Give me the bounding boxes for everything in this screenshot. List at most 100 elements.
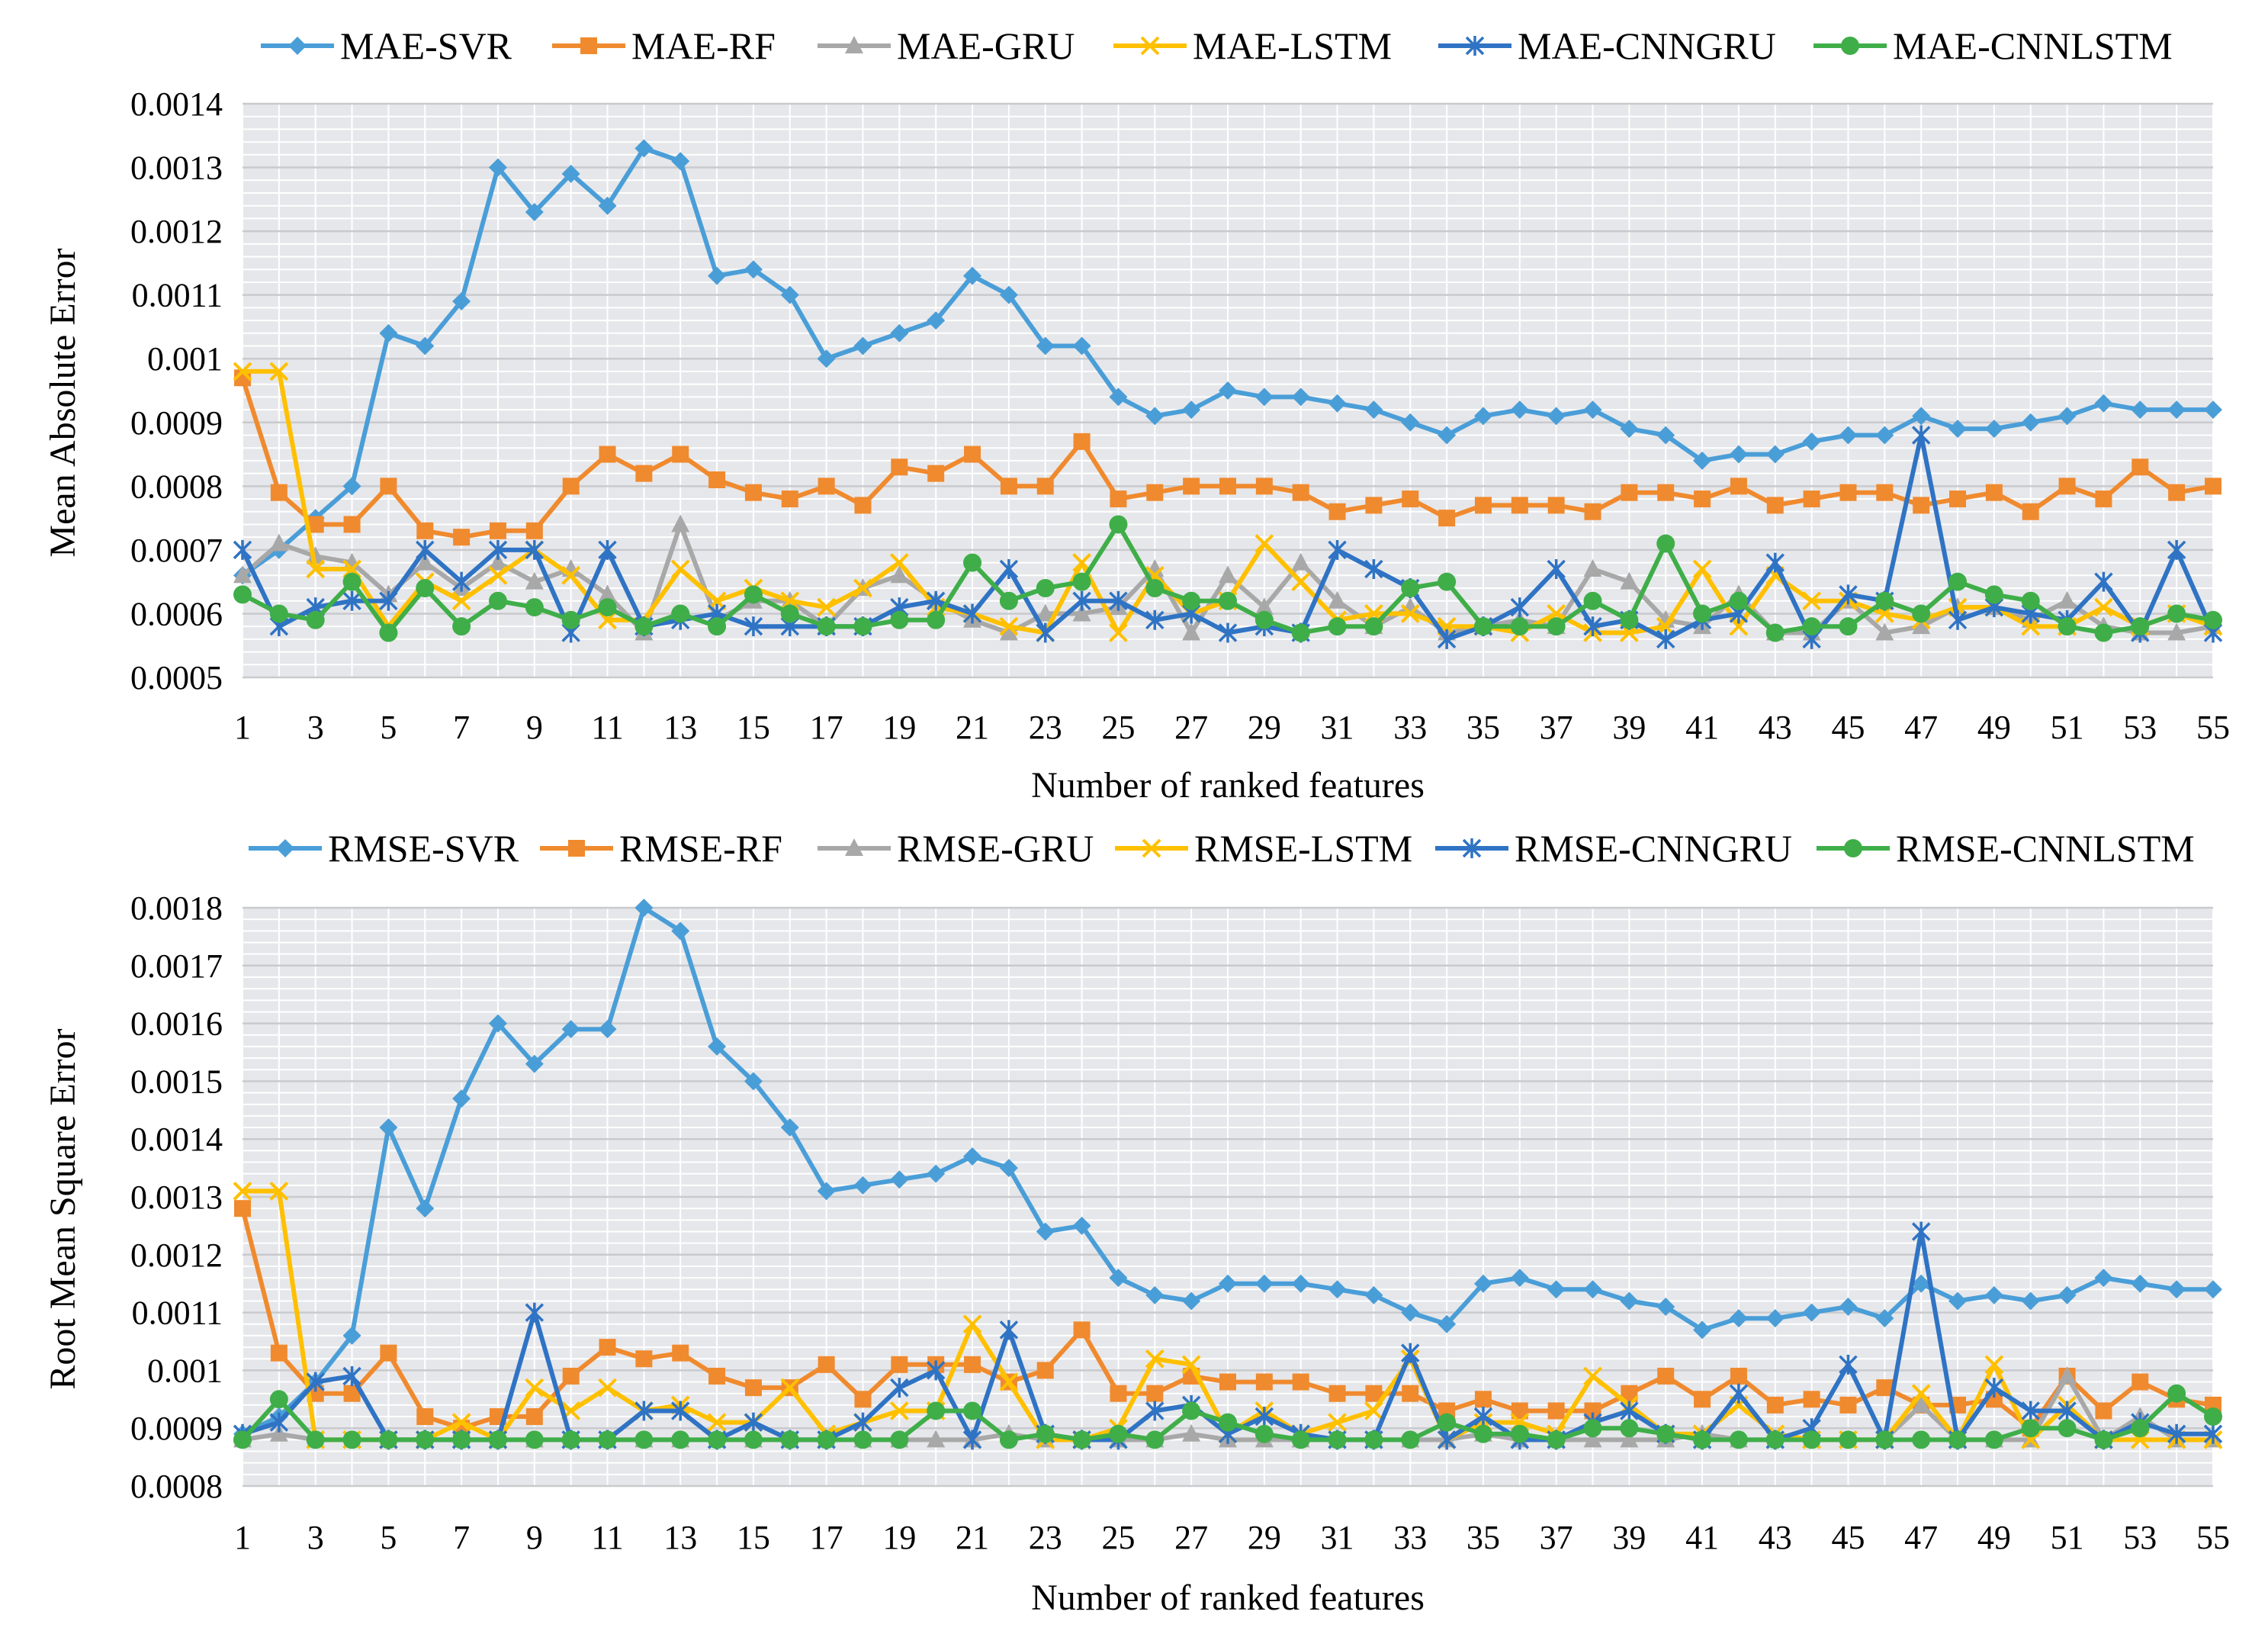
data-point-mae-svr [1693,451,1712,470]
data-point-mae-svr [1219,381,1237,400]
data-point-mae-svr [1401,413,1420,432]
data-point-rmse-cnngru [1473,1407,1493,1427]
legend-swatch-marker [1841,37,1859,55]
mae-x-tick-label: 23 [1029,709,1062,746]
data-point-mae-rf [1730,478,1747,495]
series-mae-cnnlstm [233,515,2222,642]
data-point-rmse-cnnlstm [708,1430,727,1449]
mae-y-tick-label: 0.001 [147,340,223,378]
data-point-mae-rf [1985,484,2003,501]
data-point-rmse-cnngru [744,1412,763,1433]
mae-x-tick-label: 7 [453,709,470,746]
mae-y-tick-label: 0.0005 [130,659,223,696]
data-point-mae-rf [1255,478,1273,495]
rmse-x-tick-label: 33 [1393,1519,1427,1556]
data-point-mae-svr [379,323,398,343]
data-point-rmse-cnngru [1401,1343,1420,1363]
data-point-rmse-cnnlstm [1912,1430,1931,1449]
data-point-rmse-rf [1474,1391,1492,1408]
data-point-mae-cnngru [1109,590,1128,611]
data-point-rmse-cnnlstm [561,1430,580,1449]
rmse-y-tick-label: 0.0014 [130,1121,223,1158]
data-point-rmse-svr [1438,1314,1457,1333]
data-point-mae-cnnlstm [1510,617,1529,636]
data-point-rmse-svr [1254,1274,1274,1293]
data-point-rmse-lstm [999,1372,1019,1391]
data-point-rmse-rf [744,1379,762,1397]
data-point-mae-svr [1072,336,1091,355]
data-point-mae-rf [1657,484,1675,501]
data-point-mae-lstm [999,616,1019,636]
data-point-mae-cnngru [1072,590,1091,611]
data-point-mae-svr [561,164,580,183]
mae-y-tick-label: 0.0009 [130,404,223,442]
data-point-rmse-cnnlstm [1145,1430,1165,1449]
rmse-y-tick-label: 0.0013 [130,1179,223,1216]
data-point-mae-svr [488,158,507,177]
data-point-mae-cnngru [233,539,252,560]
data-point-rmse-svr [525,1054,544,1073]
data-point-mae-gru [1182,622,1201,641]
rmse-y-tick-label: 0.0017 [130,947,223,985]
data-point-mae-svr [1328,394,1347,413]
data-point-mae-cnnlstm [379,623,398,642]
data-point-mae-cnnlstm [1254,610,1274,629]
data-point-mae-gru [1875,622,1894,641]
rmse-x-tick-label: 19 [882,1519,916,1556]
data-point-rmse-cnngru [670,1401,690,1421]
mae-x-tick-label: 49 [1977,709,2011,746]
legend-item-mae-lstm: MAE-LSTM [1113,24,1392,67]
legend-item-rmse-cnngru: RMSE-CNNGRU [1435,827,1792,870]
data-point-rmse-rf [380,1344,397,1362]
data-point-rmse-svr [2167,1280,2186,1299]
data-point-rmse-svr [561,1020,580,1039]
data-point-mae-cnnlstm [306,610,325,629]
data-point-mae-cnnlstm [1036,579,1055,598]
data-point-rmse-cnnlstm [1182,1401,1201,1420]
data-point-rmse-rf [1036,1362,1054,1379]
data-point-mae-svr [1438,426,1457,445]
data-point-mae-svr [927,311,946,330]
data-point-mae-lstm [306,559,326,579]
data-point-rmse-cnnlstm [1364,1430,1383,1449]
data-point-rmse-gru [1620,1430,1639,1448]
data-point-rmse-svr [744,1072,763,1091]
data-point-rmse-cnnlstm [1547,1430,1566,1449]
data-point-rmse-rf [599,1339,616,1356]
data-point-rmse-cnnlstm [1328,1430,1347,1449]
data-point-mae-svr [1036,336,1055,355]
mae-x-tick-label: 33 [1393,709,1427,746]
data-point-mae-cnngru [926,590,946,611]
data-point-mae-cnnlstm [780,604,799,623]
data-point-rmse-lstm [1911,1384,1931,1404]
legend-swatch-marker [288,37,307,55]
data-point-mae-cnnlstm [1364,617,1383,636]
data-point-mae-lstm [853,578,872,598]
data-point-rmse-rf [1621,1385,1638,1402]
mae-x-tick-label: 13 [663,709,697,746]
data-point-mae-lstm [488,565,508,585]
data-point-rmse-svr [963,1147,982,1166]
data-point-rmse-cnnlstm [1254,1424,1274,1443]
data-point-mae-svr [1875,426,1894,445]
legend-label: MAE-CNNGRU [1518,24,1776,67]
data-point-rmse-rf [1255,1373,1273,1391]
data-point-rmse-cnnlstm [488,1430,507,1449]
mae-x-tick-label: 21 [956,709,989,746]
data-point-rmse-cnngru [2021,1401,2040,1421]
data-point-rmse-cnnlstm [999,1430,1018,1449]
data-point-mae-rf [1876,484,1894,501]
data-point-mae-rf [2168,484,2186,501]
data-point-mae-gru [1583,558,1602,577]
data-point-mae-cnngru [1911,425,1931,445]
data-point-rmse-rf [1766,1396,1784,1414]
data-point-mae-svr [671,152,690,171]
rmse-x-tick-label: 49 [1977,1519,2011,1556]
data-point-mae-cnngru [1839,584,1858,605]
data-point-rmse-rf [1876,1379,1894,1397]
data-point-rmse-gru [927,1430,946,1448]
data-point-mae-gru [1291,552,1310,571]
data-point-mae-lstm [1291,572,1311,592]
data-point-rmse-svr [1219,1274,1237,1293]
data-point-mae-svr [1547,407,1566,426]
